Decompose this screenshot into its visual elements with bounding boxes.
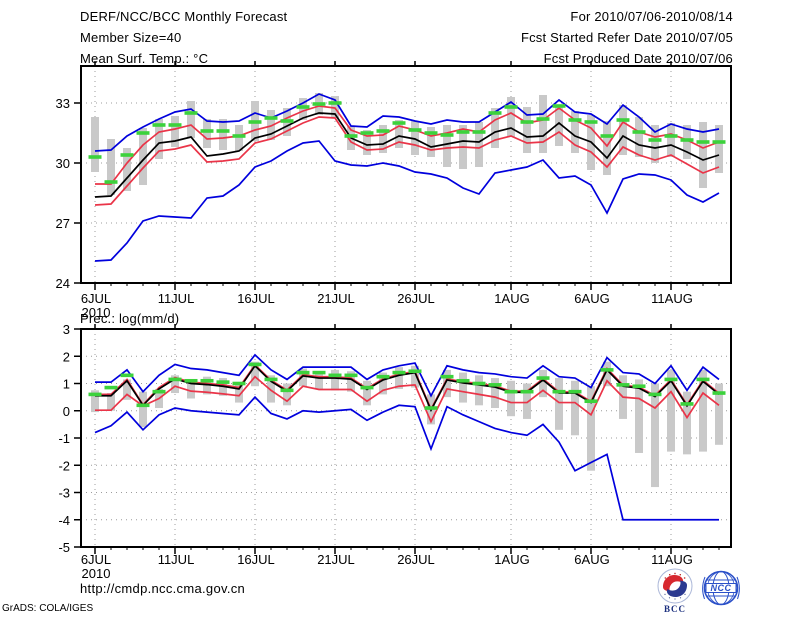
temp-series-ensemble-max bbox=[94, 93, 720, 152]
forecast-range-label: For 2010/07/06-2010/08/14 bbox=[570, 9, 733, 24]
svg-text:30: 30 bbox=[56, 156, 70, 171]
svg-text:-5: -5 bbox=[58, 540, 70, 555]
ncc-laurel-left bbox=[702, 576, 706, 600]
svg-text:21JUL: 21JUL bbox=[317, 291, 355, 306]
bcc-logo-label: BCC bbox=[664, 604, 686, 614]
prec-axis-labels: -5 -4 -3 -2 -1 0 1 2 3 6JUL 11JUL 16JUL 21JUL 26JUL 1A… bbox=[58, 322, 692, 581]
svg-text:21JUL: 21JUL bbox=[317, 552, 355, 567]
svg-text:0: 0 bbox=[63, 404, 70, 419]
svg-text:1AUG: 1AUG bbox=[494, 552, 529, 567]
prec-obs-dashes bbox=[88, 362, 726, 410]
temp-ticks bbox=[74, 61, 720, 290]
svg-text:11AUG: 11AUG bbox=[651, 291, 693, 306]
bcc-ring-text-dots bbox=[664, 593, 686, 600]
prec-chart: -5 -4 -3 -2 -1 0 1 2 3 6JUL 11JUL 16JUL 21JUL 26JUL 1A… bbox=[58, 322, 732, 581]
temp-axis-labels: 24 27 30 33 6JUL 11JUL 16JUL 21JUL 26JUL 1AUG 6AUG… bbox=[56, 96, 693, 320]
svg-text:24: 24 bbox=[56, 276, 70, 291]
source-url: http://cmdp.ncc.cma.gov.cn bbox=[80, 581, 246, 596]
prec-chart-title: Prec.: log(mm/d) bbox=[80, 311, 180, 326]
prec-series-ensemble-mean bbox=[95, 364, 720, 413]
page-title: DERF/NCC/BCC Monthly Forecast bbox=[80, 9, 288, 24]
temp-obs-dashes bbox=[88, 101, 726, 184]
temp-series-ensemble-mean bbox=[94, 112, 720, 198]
grads-credit: GrADS: COLA/IGES bbox=[2, 603, 94, 614]
fcst-produced-date-label: Fcst Produced Date 2010/07/06 bbox=[543, 51, 733, 66]
svg-text:16JUL: 16JUL bbox=[237, 552, 275, 567]
prec-series-mean-plus-std bbox=[95, 363, 720, 412]
temp-chart-title: Mean Surf. Temp.: °C bbox=[80, 51, 209, 66]
member-size-label: Member Size=40 bbox=[80, 30, 182, 45]
ncc-logo: NCC bbox=[702, 570, 740, 606]
svg-text:1: 1 bbox=[63, 377, 70, 392]
svg-text:1AUG: 1AUG bbox=[494, 291, 529, 306]
bcc-ring-characters bbox=[664, 572, 686, 579]
temp-grid bbox=[81, 66, 731, 283]
svg-text:6AUG: 6AUG bbox=[574, 291, 609, 306]
svg-text:6JUL: 6JUL bbox=[81, 291, 111, 306]
prec-series-mean-minus-std bbox=[95, 375, 720, 424]
svg-text:26JUL: 26JUL bbox=[397, 291, 435, 306]
prec-ticks bbox=[74, 324, 720, 554]
prec-series-ensemble-max bbox=[95, 353, 720, 398]
bcc-swirl-red bbox=[663, 574, 684, 592]
prec-spread-bars bbox=[91, 361, 723, 488]
temp-series-mean-plus-std bbox=[95, 105, 720, 185]
fcst-refer-date-label: Fcst Started Refer Date 2010/07/05 bbox=[520, 30, 733, 45]
bcc-swirl-blue bbox=[666, 580, 687, 598]
temp-series-ensemble-min bbox=[94, 140, 720, 262]
svg-text:-1: -1 bbox=[58, 431, 70, 446]
bcc-logo: BCC bbox=[657, 568, 693, 614]
svg-text:27: 27 bbox=[56, 216, 70, 231]
prec-grid bbox=[81, 329, 731, 547]
svg-text:11JUL: 11JUL bbox=[158, 291, 195, 306]
prec-series-ensemble-min bbox=[94, 395, 719, 521]
svg-text:-2: -2 bbox=[58, 458, 70, 473]
svg-text:11JUL: 11JUL bbox=[158, 552, 195, 567]
svg-text:-3: -3 bbox=[58, 486, 70, 501]
temp-series-mean-minus-std bbox=[94, 116, 720, 206]
temp-chart: 24 27 30 33 6JUL 11JUL 16JUL 21JUL 26JUL 1AUG 6AUG… bbox=[56, 61, 732, 320]
svg-text:2010: 2010 bbox=[82, 305, 111, 320]
svg-text:3: 3 bbox=[63, 322, 70, 337]
svg-text:2010: 2010 bbox=[82, 566, 111, 581]
svg-text:16JUL: 16JUL bbox=[237, 291, 275, 306]
svg-text:2: 2 bbox=[63, 349, 70, 364]
svg-text:33: 33 bbox=[56, 96, 70, 111]
ncc-laurel-right bbox=[736, 576, 740, 600]
ncc-logo-label: NCC bbox=[711, 583, 732, 593]
svg-text:6JUL: 6JUL bbox=[81, 552, 111, 567]
svg-text:-4: -4 bbox=[58, 513, 70, 528]
svg-text:11AUG: 11AUG bbox=[651, 552, 693, 567]
svg-text:26JUL: 26JUL bbox=[397, 552, 435, 567]
svg-text:6AUG: 6AUG bbox=[574, 552, 609, 567]
